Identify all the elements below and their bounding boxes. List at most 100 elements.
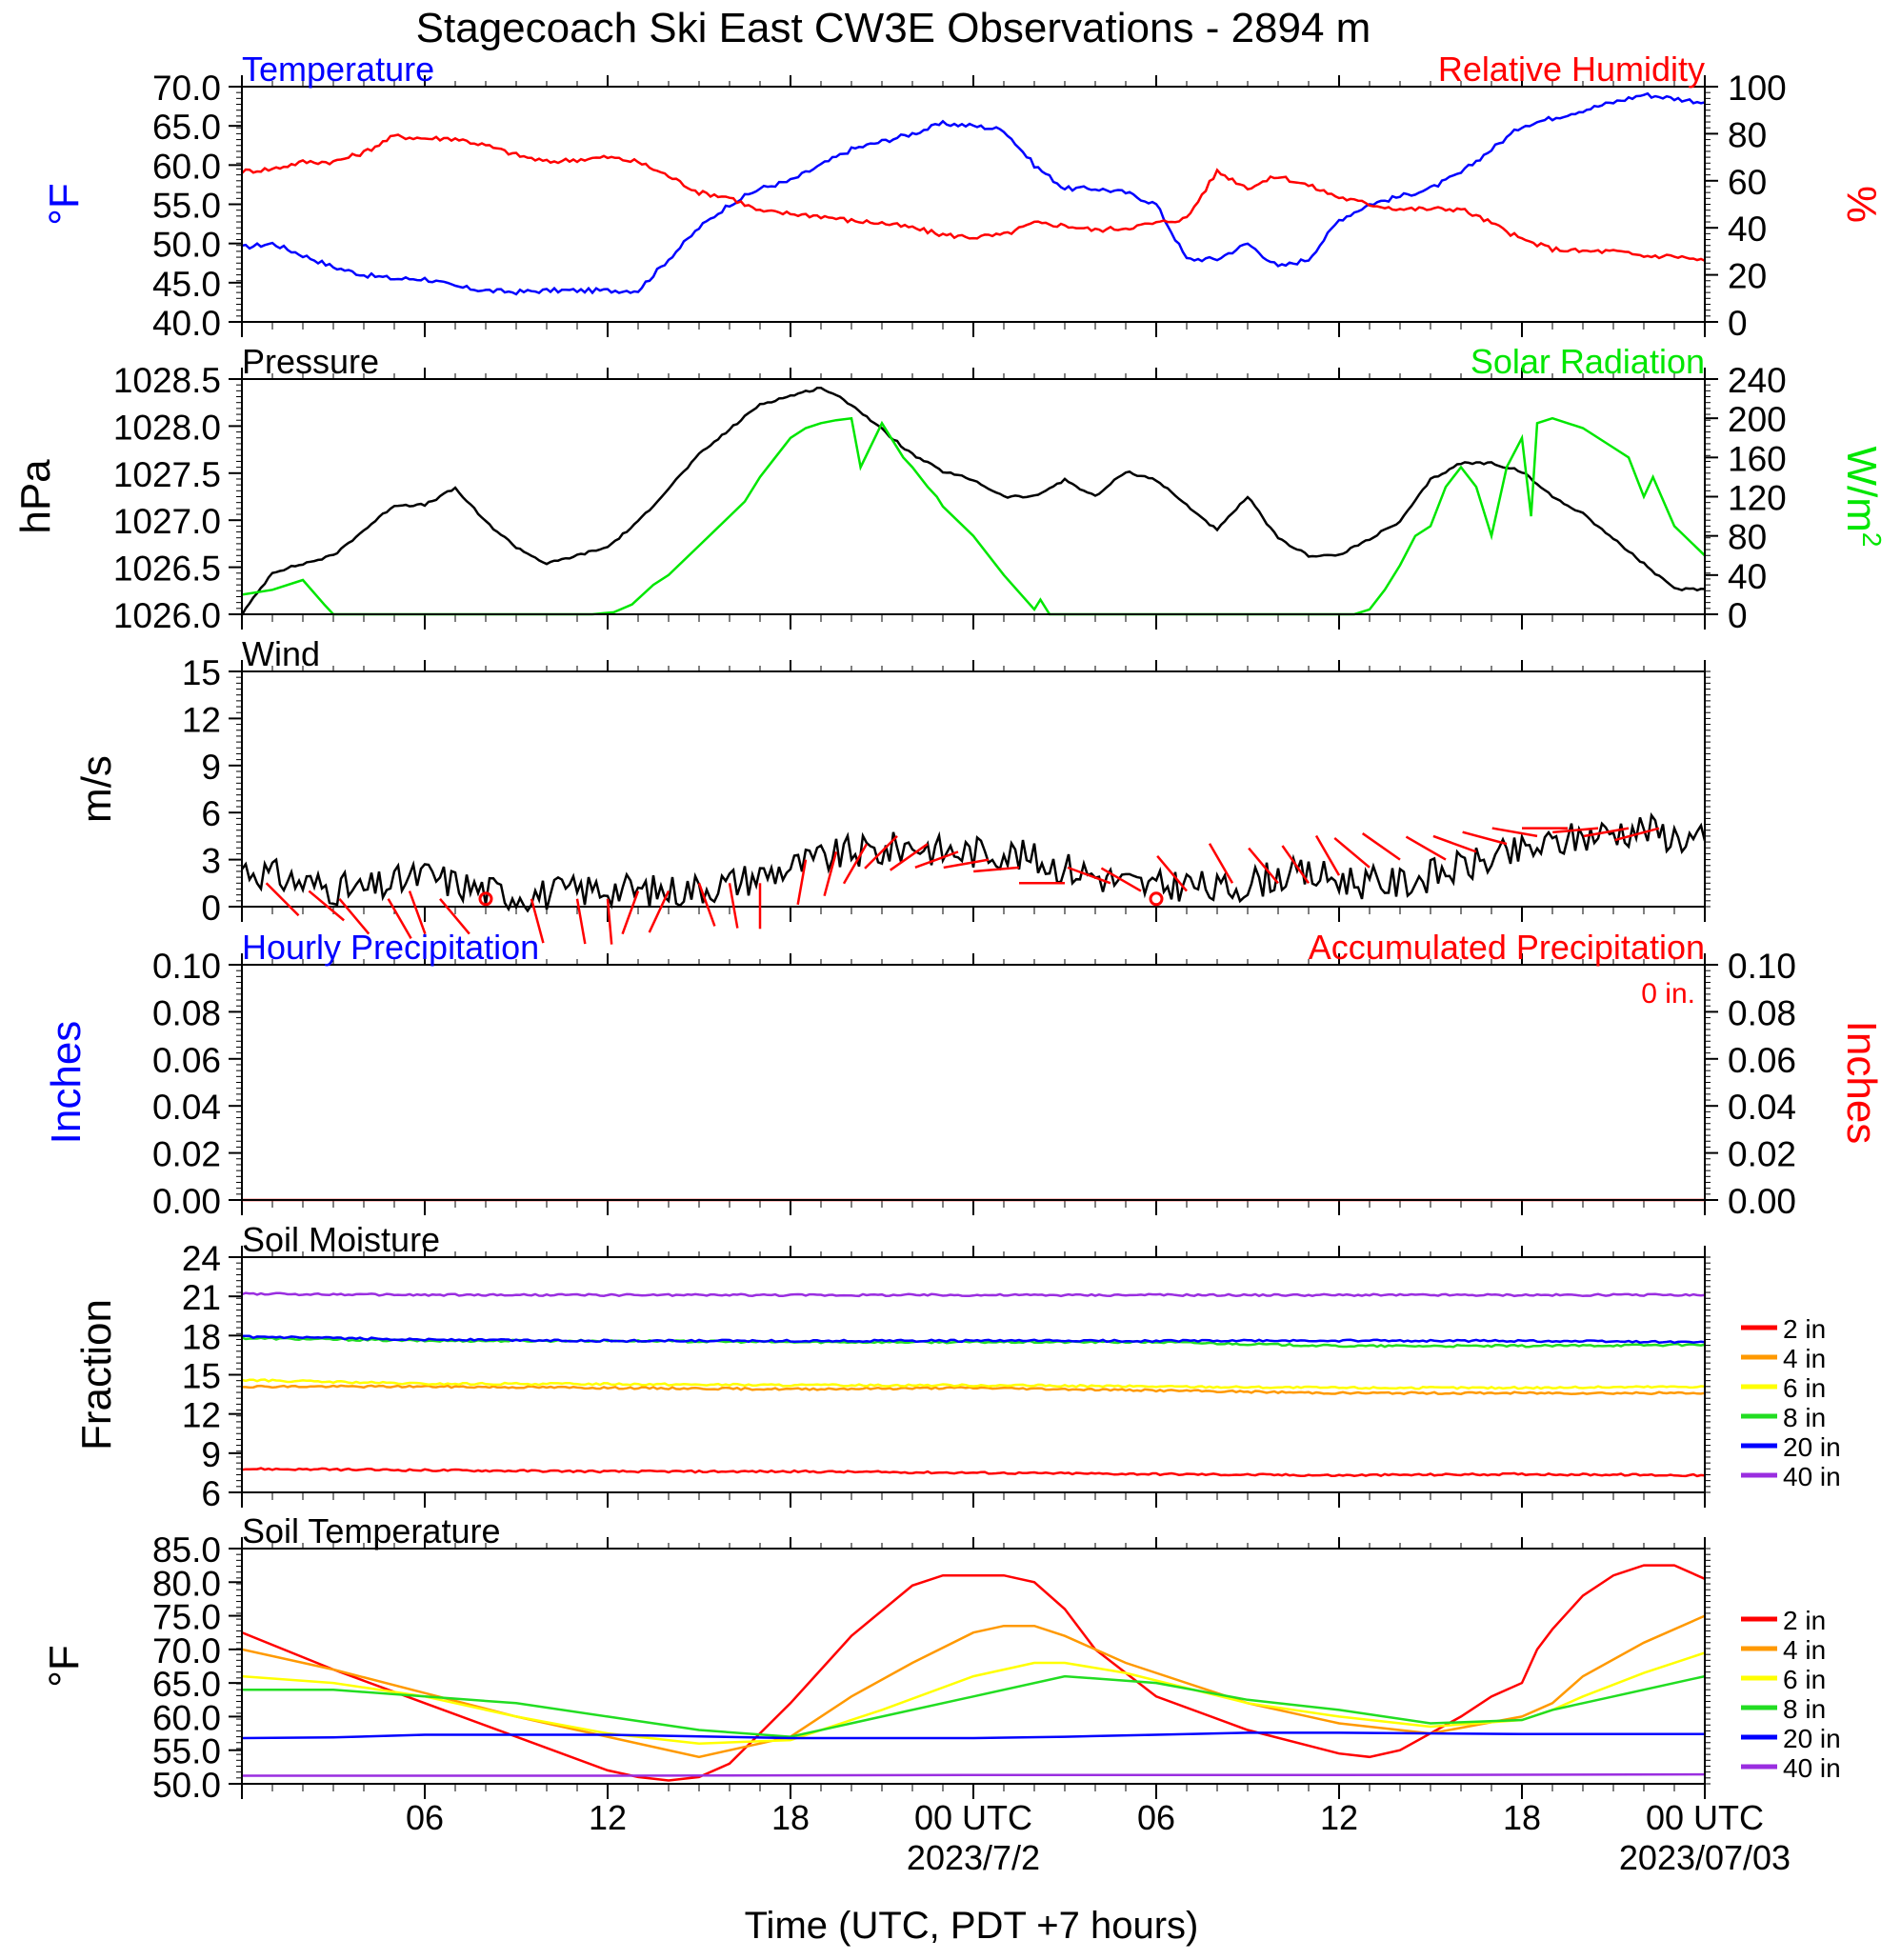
calm-wind-circle: [1149, 891, 1164, 907]
legend-label: 8 in: [1783, 1403, 1826, 1432]
wind-barb: [889, 843, 929, 871]
wind-barb: [1156, 854, 1188, 892]
series-relative-humidity: [241, 133, 1706, 262]
y-tick-label-left: 50.0: [152, 1766, 221, 1805]
y-tick-label-left: 0.08: [152, 993, 221, 1032]
y-tick-label-left: 1027.5: [113, 455, 221, 494]
wind-barb: [842, 843, 869, 885]
series-2-in: [241, 1564, 1706, 1782]
wind-barb: [648, 890, 670, 933]
panel-wind: 0 3 6 9 12 15 Wind m/s: [73, 634, 1711, 928]
x-axis-label: Time (UTC, PDT +7 hours): [745, 1905, 1199, 1947]
y-tick-label-right: 0.08: [1728, 993, 1796, 1032]
y-tick-label-left: 55.0: [152, 1732, 221, 1771]
y-tick-label-left: 1027.0: [113, 502, 221, 541]
wind-barb: [823, 851, 838, 897]
series-6-in: [241, 1378, 1706, 1390]
wind-barb: [1462, 830, 1508, 846]
y-axis-label-left: hPa: [12, 459, 59, 534]
y-tick-label-left: 55.0: [152, 187, 221, 226]
plot-frame: [241, 378, 1706, 615]
legend-label: 4 in: [1783, 1635, 1826, 1665]
x-tick-label: 18: [771, 1798, 810, 1837]
legend-label: 2 in: [1783, 1314, 1826, 1344]
x-tick-date: 2023/7/2: [907, 1838, 1040, 1877]
x-tick-label: 00 UTC: [1646, 1798, 1764, 1837]
y-tick-label-right: 40: [1728, 210, 1767, 249]
y-tick-label-left: 3: [201, 842, 221, 881]
calm-wind-circle: [478, 891, 493, 907]
series-pressure: [240, 386, 1706, 616]
y-tick-label-left: 15: [182, 653, 221, 692]
panel-press_solar: 1026.0 1026.5 1027.0 1027.5 1028.0 1028.5 0408…: [12, 342, 1887, 635]
wind-barb: [914, 850, 959, 869]
wind-barb: [697, 882, 716, 927]
y-tick-label-left: 21: [182, 1278, 221, 1317]
wind-barb: [1405, 835, 1447, 861]
y-tick-label-left: 70.0: [152, 69, 221, 108]
panel-temp_rh: 40.045.050.055.060.065.070.0 0 20 40 60 80 100…: [41, 50, 1885, 343]
x-tick-label: 12: [589, 1798, 627, 1837]
series-4-in: [242, 1384, 1706, 1395]
y-tick-label-right: 240: [1728, 361, 1787, 400]
wind-barb: [1208, 843, 1234, 884]
y-tick-label-right: 100: [1728, 69, 1787, 108]
y-tick-label-right: 80: [1728, 115, 1767, 154]
panel-soil_temp: 50.055.060.065.070.075.080.085.0 Soil Tem…: [41, 1511, 1841, 1805]
wind-barb: [408, 890, 427, 935]
wind-barb: [1491, 827, 1538, 838]
legend-label: 20 in: [1783, 1432, 1841, 1462]
wind-barb: [1552, 827, 1599, 834]
y-tick-label-left: 0.06: [152, 1041, 221, 1080]
y-tick-label-left: 65.0: [152, 1665, 221, 1704]
legend-label: 6 in: [1783, 1373, 1826, 1403]
series-temperature: [241, 91, 1706, 296]
y-tick-label-left: 80.0: [152, 1564, 221, 1603]
series-40-in: [242, 1772, 1706, 1777]
series-solar-radiation: [241, 416, 1706, 616]
y-tick-label-left: 60.0: [152, 147, 221, 186]
x-tick-label: 06: [406, 1798, 444, 1837]
legend-label: 2 in: [1783, 1606, 1826, 1635]
y-tick-label-left: 12: [182, 700, 221, 739]
y-tick-label-right: 60: [1728, 163, 1767, 202]
legend-label: 4 in: [1783, 1344, 1826, 1373]
y-tick-label-left: 1028.0: [113, 408, 221, 447]
y-tick-label-left: 6: [201, 794, 221, 833]
legend-label: 8 in: [1783, 1694, 1826, 1724]
y-tick-label-right: 0: [1728, 596, 1748, 635]
x-tick-label: 06: [1137, 1798, 1175, 1837]
wind-barb: [1067, 866, 1111, 885]
y-tick-label-right: 0.00: [1728, 1182, 1796, 1221]
y-axis-label-left: m/s: [73, 755, 120, 823]
wind-barb: [439, 897, 470, 935]
series-8-in: [242, 1674, 1706, 1738]
panel-title-left: Wind: [242, 634, 320, 673]
wind-barb: [1361, 832, 1401, 861]
wind-barb: [728, 883, 739, 929]
y-tick-label-left: 50.0: [152, 226, 221, 265]
wind-barb: [1314, 834, 1341, 876]
y-axis-label-left: Inches: [43, 1021, 90, 1145]
precip-total-annotation: 0 in.: [1641, 978, 1695, 1010]
wind-barb: [943, 858, 990, 870]
wind-barb: [308, 890, 345, 922]
panel-title-left: Soil Temperature: [242, 1511, 500, 1550]
y-tick-label-right: 0.06: [1728, 1041, 1796, 1080]
x-tick-date: 2023/07/03: [1619, 1838, 1791, 1877]
panel-title-left: Temperature: [242, 50, 434, 89]
y-tick-label-left: 12: [182, 1396, 221, 1435]
y-tick-label-left: 9: [201, 748, 221, 787]
series-4-in: [241, 1614, 1706, 1759]
y-tick-label-left: 15: [182, 1357, 221, 1396]
x-tick-label: 12: [1320, 1798, 1358, 1837]
wind-barb: [338, 897, 370, 935]
y-tick-label-right: 120: [1728, 479, 1787, 518]
y-axis-label-left: Fraction: [73, 1299, 120, 1450]
y-tick-label-left: 24: [182, 1239, 221, 1278]
